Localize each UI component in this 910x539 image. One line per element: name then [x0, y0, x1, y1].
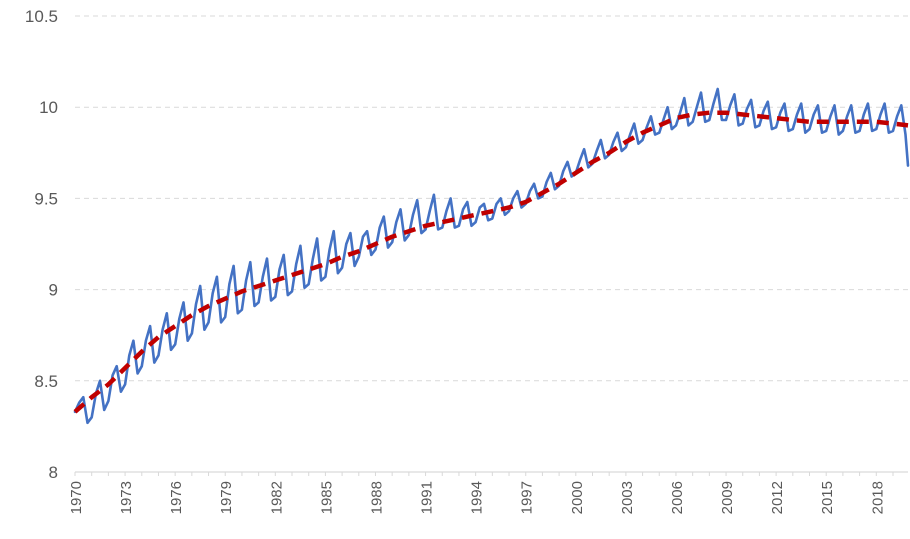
x-tick-label: 1994	[469, 481, 486, 514]
x-tick-label: 1997	[519, 481, 536, 514]
x-tick-label: 2012	[769, 481, 786, 514]
x-tick-label: 1988	[368, 481, 385, 514]
x-tick-label: 1979	[218, 481, 235, 514]
x-tick-label: 2003	[619, 481, 636, 514]
monthly-series-line	[73, 87, 910, 425]
x-tick-label: 2006	[669, 481, 686, 514]
x-tick-label: 1985	[318, 481, 335, 514]
y-tick-label: 10.5	[25, 7, 58, 26]
gridlines	[75, 15, 908, 382]
y-tick-label: 8	[49, 463, 58, 482]
x-tick-label: 1982	[268, 481, 285, 514]
y-tick-label: 10	[39, 98, 58, 117]
x-tick-label: 2018	[869, 481, 886, 514]
y-tick-label: 9	[49, 281, 58, 300]
x-tick-label: 1976	[168, 481, 185, 514]
x-tick-label: 1991	[419, 481, 436, 514]
y-axis-ticks: 8 8.5 9 9.5 10 10.5	[25, 7, 58, 482]
x-axis: 1970 1973 1976 1979 1982 1985 1988 1991 1994 1997…	[68, 471, 908, 514]
y-tick-label: 8.5	[34, 372, 58, 391]
x-tick-label: 2000	[569, 481, 586, 514]
y-tick-label: 9.5	[34, 189, 58, 208]
x-tick-label: 1973	[118, 481, 135, 514]
x-tick-label: 2009	[719, 481, 736, 514]
x-tick-label: 2015	[819, 481, 836, 514]
series-layer	[73, 87, 910, 425]
x-tick-label: 1970	[68, 481, 85, 514]
trend-line-series	[73, 110, 909, 414]
